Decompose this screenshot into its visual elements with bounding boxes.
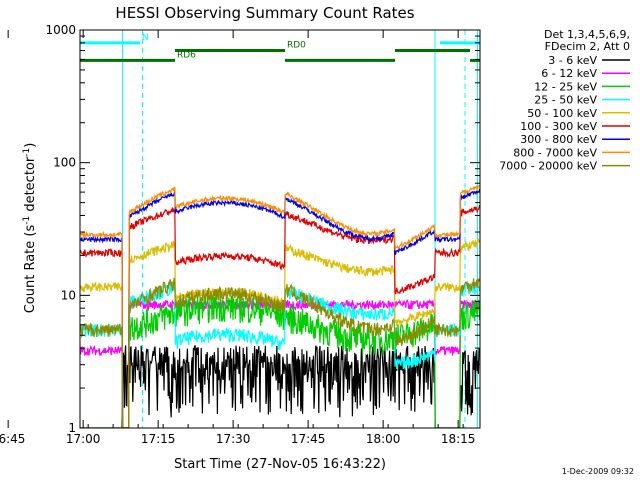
attenuator-bars: N RD0 RD6 bbox=[80, 33, 480, 62]
x-axis-label: Start Time (27-Nov-05 16:43:22) bbox=[174, 457, 386, 472]
legend-header-line-1: Det 1,3,4,5,6,9, bbox=[544, 28, 630, 41]
state-bar-label-2: RD6 bbox=[177, 50, 196, 60]
generation-date: 1-Dec-2009 09:32 bbox=[562, 467, 634, 476]
series-line-4 bbox=[80, 237, 480, 428]
legend-label-3: 25 - 50 keV bbox=[534, 94, 597, 107]
x-tick-label-1: 17:00 bbox=[66, 432, 101, 446]
x-tick-label-5: 18:00 bbox=[366, 432, 401, 446]
y-axis-label: Count Rate (s-1 detector-1) bbox=[22, 143, 38, 314]
series-line-7 bbox=[80, 185, 480, 428]
series-line-5 bbox=[80, 204, 480, 428]
legend-label-6: 300 - 800 keV bbox=[520, 133, 597, 146]
legend-header-line-2: FDecim 2, Att 0 bbox=[545, 40, 630, 53]
y-tick-label-2: 100 bbox=[53, 156, 76, 170]
series-line-8 bbox=[80, 277, 480, 428]
series-line-3 bbox=[80, 278, 480, 428]
state-bar-label-1: RD0 bbox=[287, 41, 306, 51]
legend-label-4: 50 - 100 keV bbox=[527, 107, 597, 120]
axis-ticks: 16:45 17:00 17:15 17:30 17:45 18:00 18:15 1 10 10… bbox=[0, 23, 480, 446]
series-line-2 bbox=[80, 291, 480, 428]
series-line-0 bbox=[80, 345, 480, 428]
y-tick-label-3: 1000 bbox=[45, 23, 76, 37]
legend-label-2: 12 - 25 keV bbox=[534, 80, 597, 93]
x-tick-label-2: 17:15 bbox=[141, 432, 176, 446]
legend-label-8: 7000 - 20000 keV bbox=[499, 160, 597, 173]
series-layer bbox=[80, 185, 480, 428]
x-tick-label-3: 17:30 bbox=[216, 432, 251, 446]
y-tick-label-0: 1 bbox=[68, 421, 76, 435]
state-bar-label-0: N bbox=[142, 33, 149, 43]
legend-label-5: 100 - 300 keV bbox=[520, 120, 597, 133]
legend-label-7: 800 - 7000 keV bbox=[513, 146, 597, 159]
x-tick-label-6: 18:15 bbox=[441, 432, 476, 446]
x-tick-label-4: 17:45 bbox=[291, 432, 326, 446]
chart-title: HESSI Observing Summary Count Rates bbox=[115, 4, 414, 22]
legend-label-0: 3 - 6 keV bbox=[548, 54, 597, 67]
legend-label-1: 6 - 12 keV bbox=[541, 67, 597, 80]
y-tick-label-1: 10 bbox=[61, 288, 76, 302]
x-tick-label-0: 16:45 bbox=[0, 432, 25, 446]
plot-frame bbox=[79, 29, 481, 429]
series-line-6 bbox=[80, 188, 480, 428]
legend: Det 1,3,4,5,6,9, FDecim 2, Att 0 3 - 6 k… bbox=[499, 28, 630, 173]
